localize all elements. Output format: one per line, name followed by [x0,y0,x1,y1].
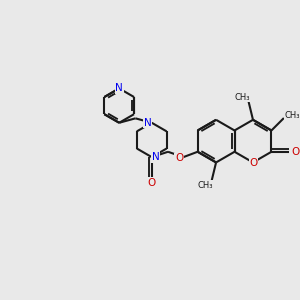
Text: O: O [292,147,300,157]
Text: N: N [144,118,152,128]
Text: N: N [152,152,160,162]
Text: O: O [175,153,183,163]
Text: CH₃: CH₃ [284,111,300,120]
Text: O: O [147,178,155,188]
Text: CH₃: CH₃ [197,181,213,190]
Text: O: O [250,158,258,168]
Text: CH₃: CH₃ [234,92,250,101]
Text: N: N [115,83,123,93]
